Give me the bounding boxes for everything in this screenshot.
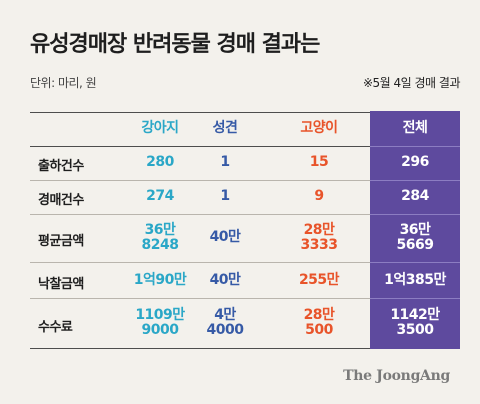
header-total: 전체 <box>402 120 428 136</box>
cell-fee-cat: 28만 500 <box>303 307 335 338</box>
total-divider <box>370 262 460 263</box>
cell-shipments-cat: 15 <box>309 154 329 170</box>
total-divider <box>370 298 460 299</box>
total-column-background <box>370 111 460 349</box>
cell-shipments-adult-dog: 1 <box>220 154 230 170</box>
row-label-average-price: 평균금액 <box>38 234 84 249</box>
cell-auctions-dog: 274 <box>146 188 174 204</box>
row-label-shipments: 출하건수 <box>38 159 84 174</box>
cell-average-adult-dog: 40만 <box>209 229 241 245</box>
row-divider <box>30 180 370 181</box>
cell-bid-adult-dog: 40만 <box>209 272 241 288</box>
cell-fee-adult-dog: 4만 4000 <box>206 307 244 338</box>
cell-average-dog: 36만 8248 <box>141 222 179 253</box>
row-divider <box>30 214 370 215</box>
total-divider <box>370 214 460 215</box>
row-label-fee: 수수료 <box>38 320 73 335</box>
row-label-winning-bid: 낙찰금액 <box>38 277 84 292</box>
header-dog: 강아지 <box>141 120 179 136</box>
table-header-rule <box>30 146 370 147</box>
cell-shipments-total: 296 <box>401 154 429 170</box>
source-logo: The JoongAng <box>343 368 450 384</box>
date-note: ※5월 4일 경매 결과 <box>362 76 461 90</box>
cell-bid-total: 1억385만 <box>384 272 446 288</box>
cell-fee-total: 1142만 3500 <box>390 307 440 338</box>
total-divider <box>370 146 460 147</box>
total-divider <box>370 180 460 181</box>
header-cat: 고양이 <box>300 120 338 136</box>
cell-auctions-total: 284 <box>401 188 429 204</box>
cell-shipments-dog: 280 <box>146 154 174 170</box>
row-divider <box>30 298 370 299</box>
cell-bid-dog: 1억90만 <box>133 272 187 288</box>
cell-auctions-cat: 9 <box>314 188 324 204</box>
cell-bid-cat: 255만 <box>298 272 340 288</box>
cell-auctions-adult-dog: 1 <box>220 188 230 204</box>
table-top-rule <box>30 112 370 113</box>
page-title: 유성경매장 반려동물 경매 결과는 <box>30 32 320 57</box>
table-bottom-rule <box>30 348 370 349</box>
row-divider <box>30 262 370 263</box>
row-label-auctions: 경매건수 <box>38 193 84 208</box>
cell-fee-dog: 1109만 9000 <box>135 307 185 338</box>
cell-average-total: 36만 5669 <box>396 222 434 253</box>
unit-note: 단위: 마리, 원 <box>30 76 97 90</box>
header-adult-dog: 성견 <box>212 120 238 136</box>
cell-average-cat: 28만 3333 <box>300 222 338 253</box>
